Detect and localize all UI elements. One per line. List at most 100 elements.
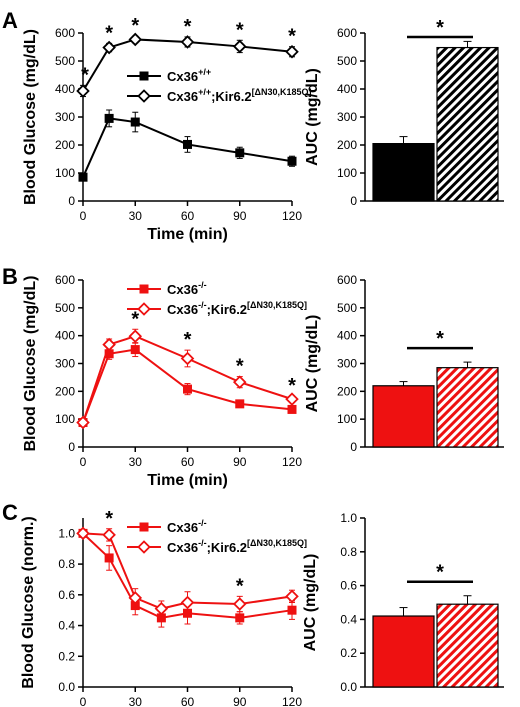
legend-label: Cx36-/-;Kir6.2[ΔN30,K185Q] — [167, 538, 307, 555]
y-tick-label: 300 — [55, 357, 75, 371]
x-axis-label: Time (min) — [147, 226, 228, 243]
data-point-diamond — [76, 84, 90, 98]
data-point-square — [139, 284, 149, 294]
significance-star: * — [131, 308, 139, 330]
data-point-diamond — [128, 329, 143, 343]
data-point-square — [183, 384, 192, 394]
data-point-square — [104, 113, 114, 123]
y-tick-label: 400 — [55, 82, 75, 96]
y-tick-label: 0 — [350, 440, 357, 454]
legend-name: Cx36 — [167, 89, 198, 104]
x-tick-label: 120 — [282, 209, 302, 223]
y-axis-label: AUC (mg/dL) — [304, 315, 321, 413]
panel-B-bar-chart: 0 100 200 300 400 500 600 AUC (mg/dL) * — [304, 273, 504, 454]
y-tick-label: 0 — [68, 440, 75, 454]
data-point-diamond — [128, 32, 143, 47]
y-tick-label: 500 — [55, 301, 75, 315]
legend-superscript: +/+ — [198, 67, 211, 77]
legend-suffix: ;Kir6.2 — [207, 302, 247, 317]
x-tick-label: 0 — [80, 209, 87, 223]
legend-name: Cx36 — [167, 302, 198, 317]
y-tick-label: 500 — [55, 54, 75, 68]
x-axis-label: Time (min) — [147, 472, 228, 489]
y-tick-label: 0.2 — [340, 646, 357, 660]
data-point-diamond — [128, 591, 143, 605]
legend-superscript: -/- — [198, 518, 207, 528]
data-point-square — [287, 605, 297, 615]
legend-suffix: ;Kir6.2 — [207, 540, 247, 555]
significance-star: * — [236, 19, 244, 41]
data-point-square — [130, 345, 140, 355]
x-tick-label: 30 — [129, 695, 143, 707]
x-tick-label: 60 — [181, 209, 195, 223]
significance-star: * — [436, 562, 444, 584]
y-tick-label: 100 — [337, 412, 357, 426]
y-axis-label: Blood Glucose (norm.) — [20, 516, 37, 688]
data-point-square — [235, 613, 245, 623]
data-point-square — [287, 156, 297, 166]
y-tick-label: 1.0 — [340, 511, 357, 525]
data-point-diamond — [232, 39, 247, 54]
legend-superscript: [ΔN30,K185Q] — [247, 300, 307, 310]
data-point-diamond — [102, 337, 116, 352]
x-tick-label: 30 — [129, 209, 143, 223]
data-point-diamond — [76, 526, 90, 541]
panel-letter: C — [2, 500, 18, 525]
significance-star: * — [436, 328, 444, 350]
bar-hatched — [436, 603, 499, 688]
data-point-diamond — [137, 540, 151, 554]
legend-superscript: -/- — [198, 538, 207, 548]
legend-name: Cx36 — [167, 69, 198, 84]
data-point-diamond — [154, 601, 169, 616]
legend-label: Cx36+/+;Kir6.2[ΔN30,K185Q] — [167, 87, 312, 104]
legend-label: Cx36-/- — [167, 280, 207, 297]
bar-hatched — [436, 367, 499, 448]
y-tick-label: 0 — [350, 194, 357, 208]
y-tick-label: 0.6 — [340, 579, 357, 593]
bar-solid — [372, 385, 435, 448]
y-tick-label: 0.0 — [340, 680, 357, 694]
y-tick-label: 500 — [337, 301, 357, 315]
y-tick-label: 100 — [337, 166, 357, 180]
x-tick-label: 90 — [233, 455, 247, 469]
y-axis-label: AUC (mg/dL) — [304, 68, 321, 166]
y-tick-label: 400 — [337, 329, 357, 343]
significance-star: * — [288, 26, 296, 48]
y-tick-label: 0 — [68, 194, 75, 208]
y-tick-label: 200 — [337, 384, 357, 398]
legend-name: Cx36 — [167, 282, 198, 297]
data-point-square — [130, 117, 140, 127]
y-tick-label: 0.6 — [58, 588, 75, 602]
panel-C-bar-chart: 0.0 0.2 0.4 0.6 0.8 1.0 AUC (mg/dL) * — [302, 511, 504, 694]
legend-superscript: -/- — [198, 280, 207, 290]
legend-name: Cx36 — [167, 540, 198, 555]
x-tick-label: 0 — [80, 455, 87, 469]
bar-solid — [372, 615, 435, 688]
data-point-square — [183, 139, 192, 149]
y-tick-label: 400 — [337, 82, 357, 96]
y-tick-label: 600 — [337, 273, 357, 287]
y-tick-label: 300 — [337, 357, 357, 371]
data-point-diamond — [232, 597, 247, 611]
y-tick-label: 500 — [337, 54, 357, 68]
legend-label: Cx36-/-;Kir6.2[ΔN30,K185Q] — [167, 300, 307, 317]
y-tick-label: 0.8 — [340, 545, 357, 559]
x-tick-label: 60 — [181, 695, 195, 707]
significance-star: * — [436, 17, 444, 39]
data-point-diamond — [180, 351, 195, 366]
data-point-diamond — [76, 415, 90, 430]
data-point-diamond — [285, 392, 299, 406]
x-tick-label: 120 — [282, 695, 302, 707]
data-point-diamond — [232, 375, 247, 389]
y-tick-label: 400 — [55, 329, 75, 343]
significance-star: * — [81, 64, 89, 86]
significance-star: * — [105, 22, 113, 44]
y-tick-label: 200 — [55, 384, 75, 398]
y-axis-label: Blood Glucose (mg/dL) — [22, 29, 39, 205]
data-point-diamond — [180, 35, 195, 49]
y-tick-label: 0.0 — [58, 680, 75, 694]
y-tick-label: 100 — [55, 166, 75, 180]
x-tick-label: 90 — [233, 209, 247, 223]
data-point-diamond — [102, 40, 116, 55]
